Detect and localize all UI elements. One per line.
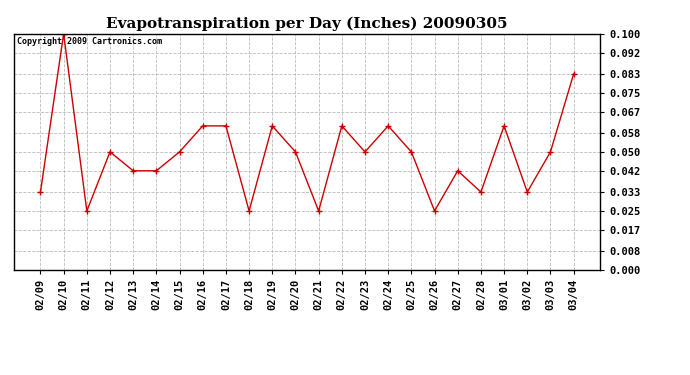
Title: Evapotranspiration per Day (Inches) 20090305: Evapotranspiration per Day (Inches) 2009… — [106, 17, 508, 31]
Text: Copyright 2009 Cartronics.com: Copyright 2009 Cartronics.com — [17, 37, 161, 46]
